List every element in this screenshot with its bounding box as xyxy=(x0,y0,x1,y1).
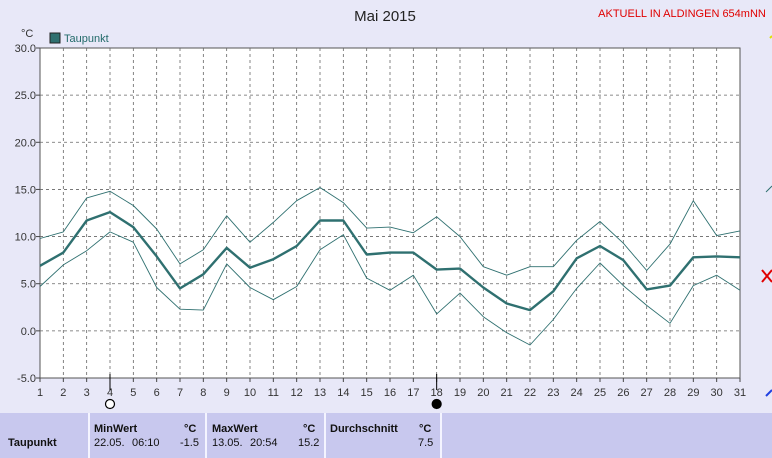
x-tick-label: 7 xyxy=(177,387,183,399)
y-tick-label: 30.0 xyxy=(15,43,36,55)
y-tick-label: 5.0 xyxy=(21,279,36,291)
avg-header: Durchschnitt xyxy=(330,423,398,435)
x-axis-ticks: 1 2 3 4 5 6 7 8 9 10 11 12 13 14 15 16 17 18 19 20 21 22 23 24 2… xyxy=(37,378,746,399)
avg-value: 7.5 xyxy=(418,437,434,449)
x-tick-label: 24 xyxy=(571,387,583,399)
chart-title: Mai 2015 xyxy=(354,8,416,25)
x-tick-label: 25 xyxy=(594,387,606,399)
stats-separator xyxy=(324,413,326,458)
x-tick-label: 12 xyxy=(291,387,303,399)
x-tick-label: 6 xyxy=(154,387,160,399)
x-tick-label: 3 xyxy=(84,387,90,399)
y-tick-label: 0.0 xyxy=(21,326,36,338)
x-tick-label: 20 xyxy=(477,387,489,399)
x-tick-label: 19 xyxy=(454,387,466,399)
min-header: MinWert xyxy=(94,423,138,435)
x-tick-label: 9 xyxy=(224,387,230,399)
grid xyxy=(40,48,740,378)
x-tick-label: 26 xyxy=(617,387,629,399)
max-date: 13.05. xyxy=(212,437,243,449)
x-tick-label: 23 xyxy=(547,387,559,399)
legend-swatch xyxy=(49,32,61,44)
stats-row-label: Taupunkt xyxy=(8,437,57,449)
x-tick-label: 16 xyxy=(384,387,396,399)
max-value: 15.2 xyxy=(298,437,320,449)
avg-unit: °C xyxy=(419,423,432,435)
series-line-min xyxy=(39,231,741,346)
legend-label: Taupunkt xyxy=(64,33,109,45)
x-tick-label: 22 xyxy=(524,387,536,399)
min-time: 06:10 xyxy=(132,437,160,449)
stats-separator xyxy=(205,413,207,458)
min-value: -1.5 xyxy=(180,437,199,449)
y-tick-label: 15.0 xyxy=(15,184,36,196)
x-tick-label: 31 xyxy=(734,387,746,399)
new-moon-icon xyxy=(431,398,442,410)
x-tick-label: 5 xyxy=(130,387,136,399)
series-line-mean xyxy=(39,210,741,312)
y-tick-label: 25.0 xyxy=(15,90,36,102)
min-unit: °C xyxy=(184,423,197,435)
x-tick-label: 18 xyxy=(431,387,443,399)
max-header: MaxWert xyxy=(212,423,258,435)
x-tick-label: 8 xyxy=(200,387,206,399)
x-tick-label: 15 xyxy=(361,387,373,399)
max-time: 20:54 xyxy=(250,437,278,449)
x-tick-label: 13 xyxy=(314,387,326,399)
side-indicator-strip xyxy=(760,0,772,413)
y-axis-ticks: 30.0 25.0 20.0 15.0 10.0 5.0 0.0 -5.0 xyxy=(15,43,40,385)
side-marker-red-2 xyxy=(761,269,772,283)
min-date: 22.05. xyxy=(94,437,125,449)
x-tick-label: 17 xyxy=(407,387,419,399)
x-tick-label: 30 xyxy=(711,387,723,399)
side-marker-blue xyxy=(765,389,772,397)
side-marker-teal xyxy=(765,185,772,193)
stats-separator xyxy=(88,413,90,458)
max-unit: °C xyxy=(303,423,316,435)
y-unit-label: °C xyxy=(21,28,33,40)
x-tick-label: 21 xyxy=(501,387,513,399)
moon-markers xyxy=(104,374,442,410)
x-tick-label: 10 xyxy=(244,387,256,399)
series-line-max xyxy=(39,187,741,276)
y-tick-label: -5.0 xyxy=(17,373,36,385)
x-tick-label: 14 xyxy=(337,387,349,399)
station-label: AKTUELL IN ALDINGEN 654mNN xyxy=(598,8,766,20)
series-group xyxy=(39,187,741,346)
x-tick-label: 27 xyxy=(641,387,653,399)
x-tick-label: 1 xyxy=(37,387,43,399)
x-tick-label: 4 xyxy=(107,387,113,399)
x-tick-label: 29 xyxy=(687,387,699,399)
y-tick-label: 20.0 xyxy=(15,137,36,149)
y-tick-label: 10.0 xyxy=(15,232,36,244)
stats-panel: Taupunkt MinWert °C 22.05. 06:10 -1.5 Ma… xyxy=(0,413,772,458)
chart: Mai 2015 AKTUELL IN ALDINGEN 654mNN °C 3… xyxy=(15,8,766,410)
stats-separator xyxy=(440,413,442,458)
full-moon-icon xyxy=(104,398,116,410)
x-tick-label: 11 xyxy=(268,387,279,399)
x-tick-label: 28 xyxy=(664,387,676,399)
x-tick-label: 2 xyxy=(60,387,66,399)
